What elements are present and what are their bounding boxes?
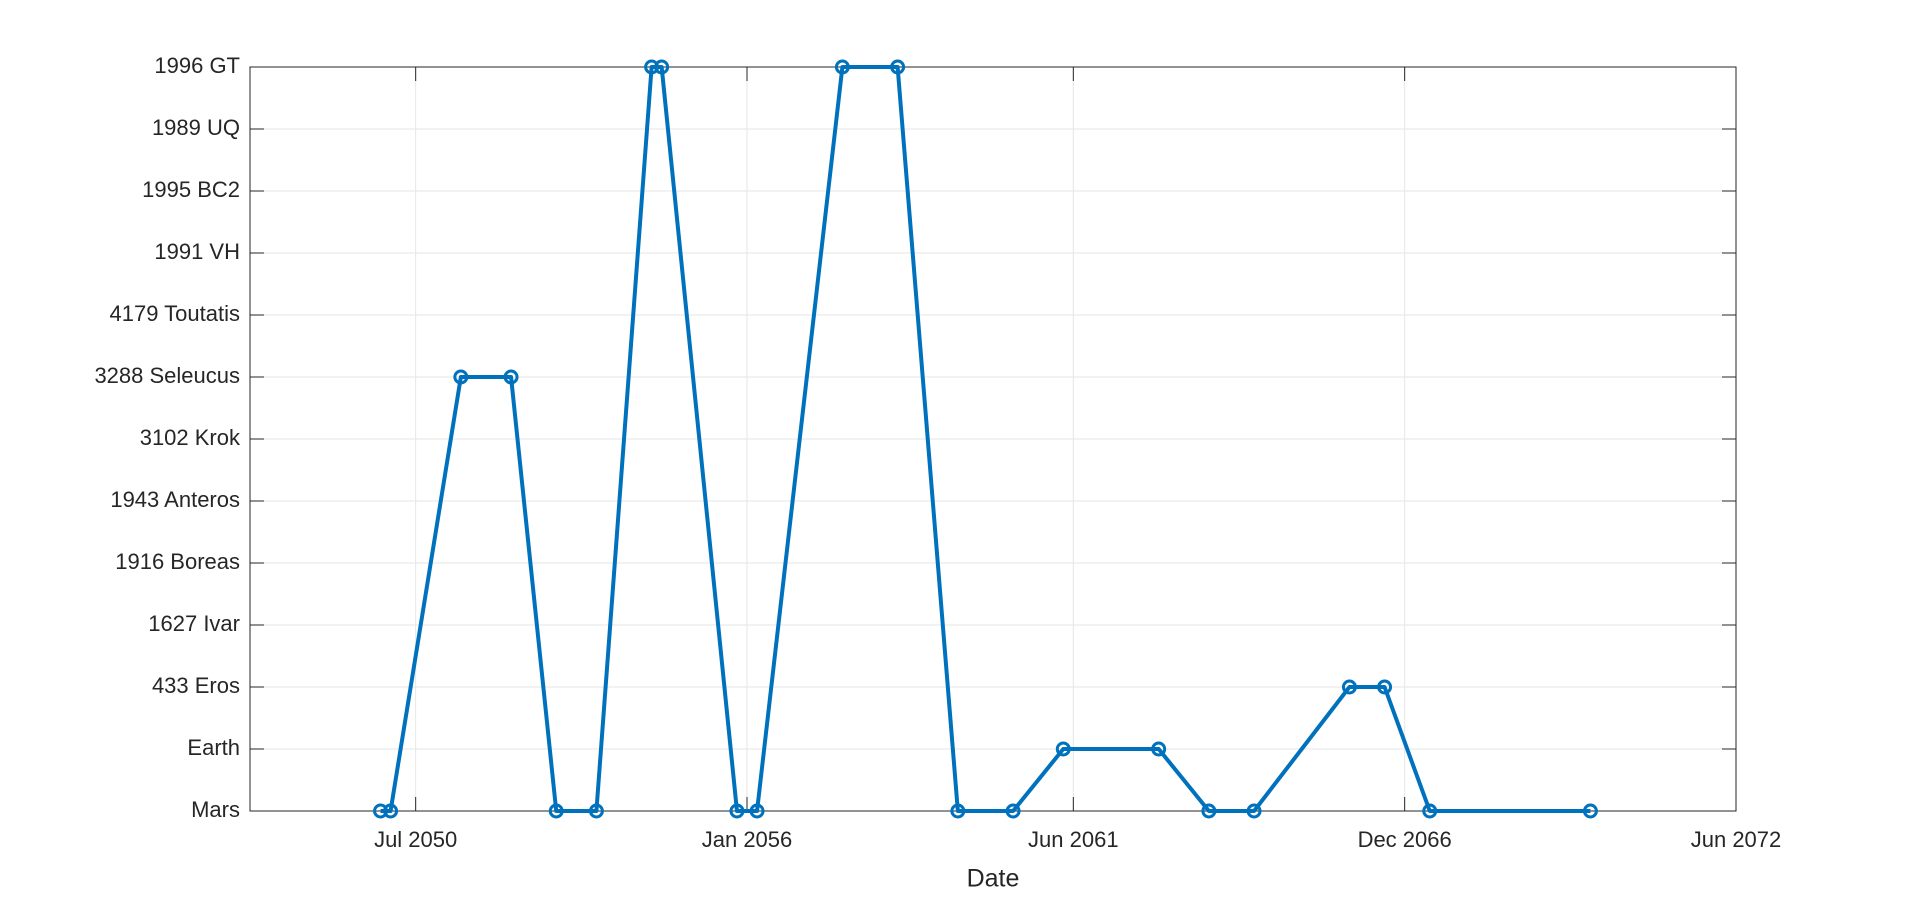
x-tick-label: Dec 2066 [1358, 827, 1452, 852]
y-tick-label: 1943 Anteros [110, 487, 240, 512]
data-point [729, 803, 745, 819]
data-point [1377, 679, 1393, 695]
y-tick-label: 1627 Ivar [148, 611, 240, 636]
data-point [1341, 679, 1357, 695]
x-tick-label: Jun 2072 [1691, 827, 1782, 852]
y-tick-label: 3102 Krok [140, 425, 241, 450]
data-point [654, 59, 670, 75]
data-point [1582, 803, 1598, 819]
data-point [890, 59, 906, 75]
data-point [1151, 741, 1167, 757]
y-tick-label: 1991 VH [154, 239, 240, 264]
data-point [503, 369, 519, 385]
data-point [644, 59, 660, 75]
x-tick-label: Jan 2056 [702, 827, 793, 852]
y-tick-label: 3288 Seleucus [94, 363, 240, 388]
data-point [1422, 803, 1438, 819]
x-tick-label: Jun 2061 [1028, 827, 1119, 852]
x-axis-label: Date [967, 865, 1020, 893]
data-point [373, 803, 389, 819]
y-tick-label: Earth [187, 735, 240, 760]
data-line [380, 65, 1591, 813]
y-tick-label: 1995 BC2 [142, 177, 240, 202]
data-point [383, 803, 399, 819]
y-tick-label: 1989 UQ [152, 115, 240, 140]
data-point [588, 803, 604, 819]
data-point [950, 803, 966, 819]
x-tick-label: Jul 2050 [374, 827, 457, 852]
y-tick-label: 1996 GT [154, 53, 240, 78]
data-point [453, 369, 469, 385]
y-tick-label: 4179 Toutatis [110, 301, 240, 326]
data-point [1201, 803, 1217, 819]
data-point [1055, 741, 1071, 757]
y-tick-label: 433 Eros [152, 673, 240, 698]
y-tick-label: 1916 Boreas [115, 549, 240, 574]
data-point [834, 59, 850, 75]
data-point [1246, 803, 1262, 819]
data-point [548, 803, 564, 819]
y-tick-label: Mars [191, 797, 240, 822]
data-point [749, 803, 765, 819]
data-point [1005, 803, 1021, 819]
